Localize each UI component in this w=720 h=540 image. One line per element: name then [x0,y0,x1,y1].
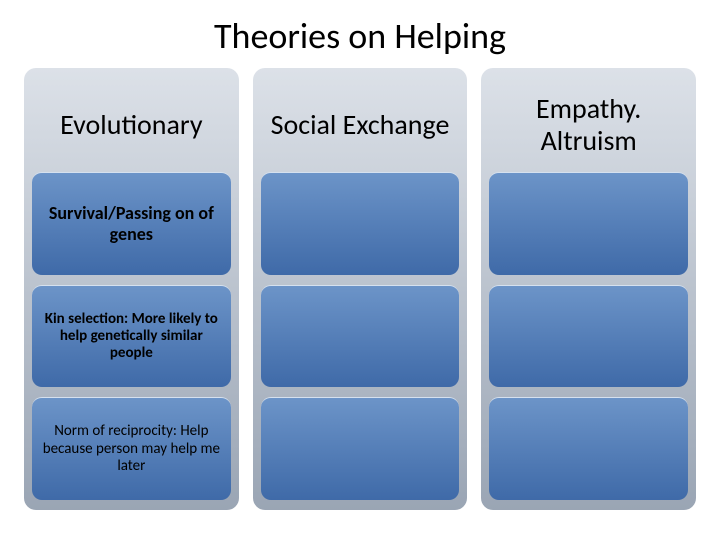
cell-1-0 [261,172,460,275]
cell-0-0: Survival/Passing on of genes [32,172,231,275]
column-header-0: Evolutionary [32,76,231,172]
column-0: EvolutionarySurvival/Passing on of genes… [24,68,239,510]
cell-1-2 [261,397,460,500]
cell-2-2 [489,397,688,500]
column-2: Empathy. Altruism [481,68,696,510]
cells-wrap-1 [261,172,460,500]
cell-2-1 [489,285,688,388]
cell-0-2: Norm of reciprocity: Help because person… [32,397,231,500]
cell-1-1 [261,285,460,388]
cell-0-1: Kin selection: More likely to help genet… [32,285,231,388]
cells-wrap-0: Survival/Passing on of genesKin selectio… [32,172,231,500]
column-header-2: Empathy. Altruism [489,76,688,172]
cells-wrap-2 [489,172,688,500]
column-header-1: Social Exchange [261,76,460,172]
page-title: Theories on Helping [0,0,720,68]
column-1: Social Exchange [253,68,468,510]
cell-2-0 [489,172,688,275]
columns-container: EvolutionarySurvival/Passing on of genes… [0,68,720,528]
